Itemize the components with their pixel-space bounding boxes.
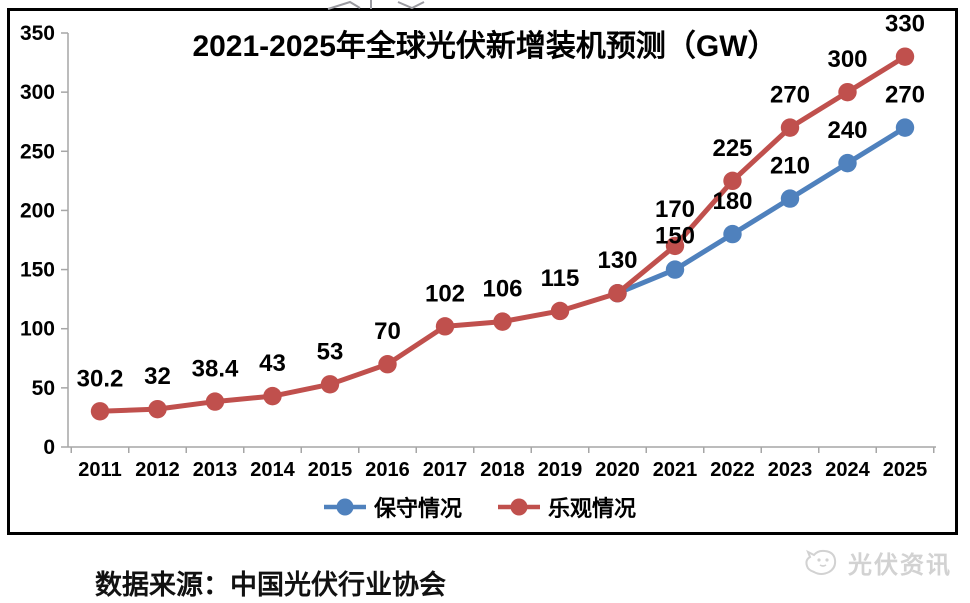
legend-label-optimistic: 乐观情况: [548, 496, 637, 521]
data-label-optimistic: 225: [712, 135, 752, 162]
y-tick-label: 300: [20, 81, 55, 104]
data-point-optimistic: [550, 301, 570, 321]
data-label-optimistic: 330: [885, 11, 925, 38]
x-tick-label: 2013: [193, 459, 238, 481]
data-point-conservative: [838, 153, 857, 173]
x-tick-label: 2015: [308, 459, 353, 481]
x-tick-label: 2025: [883, 459, 928, 481]
data-label-optimistic: 106: [482, 276, 522, 303]
data-point-conservative: [895, 118, 915, 137]
y-tick-label: 50: [32, 377, 55, 400]
x-tick-label: 2012: [135, 459, 180, 481]
data-point-optimistic: [320, 375, 340, 394]
legend-label-conservative: 保守情况: [373, 496, 462, 521]
data-point-optimistic: [665, 236, 685, 256]
data-point-optimistic: [435, 317, 455, 336]
x-tick-label: 2018: [480, 459, 525, 481]
data-point-optimistic: [723, 171, 742, 191]
y-tick-label: 100: [20, 318, 55, 341]
legend-marker-optimistic-icon: [498, 498, 540, 516]
data-label-conservative: 270: [885, 82, 925, 109]
data-point-optimistic: [378, 355, 397, 374]
data-label-optimistic: 53: [317, 338, 344, 365]
legend-marker-conservative-icon: [323, 498, 366, 516]
series-line-conservative: [615, 125, 908, 296]
data-point-optimistic: [90, 402, 110, 421]
data-label-optimistic: 170: [655, 196, 695, 223]
data-label-optimistic: 270: [770, 82, 810, 109]
y-tick-label: 250: [20, 140, 55, 163]
data-point-optimistic: [493, 312, 512, 331]
data-label-conservative: 180: [712, 188, 752, 215]
x-tick-label: 2016: [365, 459, 410, 481]
brand-watermark-label: 光伏资讯: [848, 552, 952, 579]
data-source-text: 数据来源：中国光伏行业协会: [95, 570, 446, 600]
x-tick-label: 2017: [423, 459, 468, 481]
data-label-optimistic: 115: [541, 265, 580, 292]
chart-title: 2021-2025年全球光伏新增装机预测（GW）: [192, 30, 778, 63]
data-label-conservative: 240: [827, 117, 867, 144]
data-label-optimistic: 300: [827, 46, 867, 73]
x-tick-label: 2020: [595, 459, 640, 481]
chart-legend: 保守情况 乐观情况: [0, 491, 958, 523]
data-point-optimistic: [608, 284, 627, 303]
y-tick-label: 150: [20, 259, 55, 282]
x-tick-label: 2022: [710, 459, 755, 481]
x-tick-label: 2011: [78, 459, 121, 481]
brand-logo-icon: [805, 549, 837, 575]
data-point-conservative: [665, 260, 685, 279]
data-label-optimistic: 32: [144, 363, 171, 390]
data-label-optimistic: 43: [259, 350, 286, 377]
data-point-optimistic: [205, 392, 225, 411]
y-tick-label: 200: [20, 199, 55, 222]
x-tick-label: 2021: [653, 459, 698, 481]
data-label-conservative: 150: [655, 223, 695, 250]
data-point-optimistic: [895, 47, 915, 66]
data-point-optimistic: [780, 118, 800, 137]
data-label-optimistic: 102: [425, 280, 465, 307]
data-point-optimistic: [263, 386, 282, 406]
data-label-optimistic: 38.4: [192, 356, 239, 383]
data-point-conservative: [723, 224, 742, 244]
x-tick-label: 2024: [825, 459, 870, 481]
x-tick-label: 2014: [250, 459, 295, 481]
data-point-optimistic: [838, 82, 857, 102]
top-watermark-fragment: [327, 0, 425, 10]
data-label-optimistic: 130: [597, 247, 637, 274]
x-tick-label: 2023: [768, 459, 813, 481]
y-tick-label: 350: [20, 22, 55, 45]
y-tick-label: 0: [43, 436, 55, 459]
data-label-conservative: 210: [770, 153, 810, 180]
data-point-conservative: [780, 189, 800, 208]
legend-item-optimistic: 乐观情况: [496, 491, 636, 523]
data-label-optimistic: 70: [374, 318, 401, 345]
brand-watermark: 光伏资讯: [804, 545, 952, 580]
legend-item-conservative: 保守情况: [322, 491, 462, 523]
data-label-optimistic: 30.2: [77, 365, 124, 392]
data-point-optimistic: [148, 399, 167, 419]
x-tick-label: 2019: [538, 459, 583, 481]
